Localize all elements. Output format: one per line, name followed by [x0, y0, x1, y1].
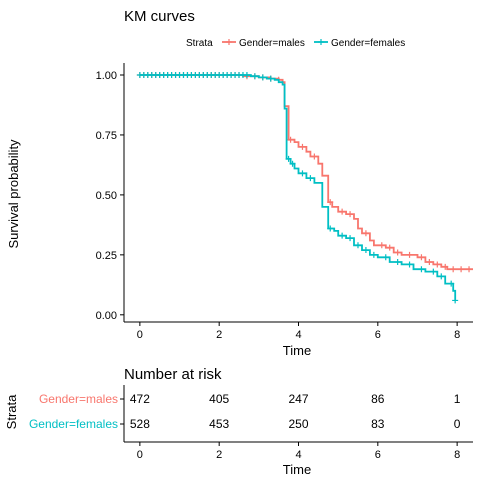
km-x-tick-label: 8	[454, 329, 460, 341]
km-x-tick-label: 2	[216, 329, 222, 341]
censor-mark	[268, 76, 274, 82]
censor-mark	[355, 242, 361, 248]
censor-mark	[363, 230, 369, 236]
censor-mark	[418, 254, 424, 260]
censor-mark	[434, 261, 440, 267]
risk-x-axis-title: Time	[283, 462, 311, 477]
censor-mark	[466, 266, 472, 272]
risk-cell: 472	[130, 392, 150, 406]
censor-mark	[363, 247, 369, 253]
censor-mark	[379, 242, 385, 248]
km-plot-area: 0.00 0.25 0.50 0.75 1.00 0 2 4 6 8	[96, 63, 473, 341]
legend-title: Strata	[186, 38, 213, 49]
km-y-tick-label: 0.25	[96, 250, 117, 262]
censor-mark	[339, 209, 345, 215]
risk-cell: 528	[130, 417, 150, 431]
km-x-tick-label: 0	[137, 329, 143, 341]
risk-x-tick-label: 6	[375, 449, 381, 461]
legend-entry-label: Gender=females	[331, 38, 405, 49]
censor-mark	[452, 297, 458, 303]
censor-mark	[430, 269, 436, 275]
censor-mark	[260, 74, 266, 80]
censor-mark	[371, 252, 377, 258]
km-y-axis-title: Survival probability	[6, 139, 21, 249]
km-curve-females	[140, 75, 455, 300]
censor-mark	[383, 254, 389, 260]
km-y-tick-label: 1.00	[96, 70, 117, 82]
km-y-tick-label: 0.00	[96, 310, 117, 322]
censor-mark	[395, 249, 401, 255]
risk-cell: 250	[288, 417, 308, 431]
censor-mark	[407, 261, 413, 267]
risk-cell: 453	[209, 417, 229, 431]
risk-cell: 0	[454, 417, 461, 431]
risk-table-title: Number at risk	[124, 366, 222, 383]
risk-row-label: Gender=females	[29, 417, 118, 431]
km-x-tick-label: 4	[295, 329, 301, 341]
censor-mark	[426, 259, 432, 265]
km-y-tick-label: 0.75	[96, 130, 117, 142]
censor-mark	[347, 211, 353, 217]
censor-mark	[387, 245, 393, 251]
censor-mark	[252, 73, 258, 79]
legend-key-mark	[226, 39, 232, 45]
risk-x-tick-label: 4	[295, 449, 301, 461]
km-plot-title: KM curves	[124, 8, 195, 25]
risk-x-tick-label: 8	[454, 449, 460, 461]
censor-mark	[438, 273, 444, 279]
risk-y-axis-title: Strata	[4, 394, 19, 429]
km-x-axis-title: Time	[283, 343, 311, 358]
risk-x-tick-label: 2	[216, 449, 222, 461]
censor-mark	[299, 170, 305, 176]
censor-mark	[407, 252, 413, 258]
km-x-tick-label: 6	[375, 329, 381, 341]
censor-mark	[339, 233, 345, 239]
censor-mark	[450, 266, 456, 272]
km-curve-males	[140, 75, 473, 269]
risk-cell: 86	[371, 392, 385, 406]
censor-mark	[311, 154, 317, 160]
km-y-tick-label: 0.50	[96, 190, 117, 202]
risk-cell: 405	[209, 392, 229, 406]
censor-mark	[458, 266, 464, 272]
censor-mark	[307, 175, 313, 181]
risk-row-label: Gender=males	[39, 392, 118, 406]
risk-cell: 247	[288, 392, 308, 406]
censor-mark	[347, 235, 353, 241]
censor-mark	[418, 266, 424, 272]
legend-entry-label: Gender=males	[239, 38, 305, 49]
risk-x-tick-label: 0	[137, 449, 143, 461]
censor-mark	[395, 259, 401, 265]
censor-mark	[299, 144, 305, 150]
risk-cell: 1	[454, 392, 461, 406]
legend: Gender=males Gender=females	[222, 38, 405, 49]
legend-key-mark	[318, 39, 324, 45]
risk-cell: 83	[371, 417, 385, 431]
